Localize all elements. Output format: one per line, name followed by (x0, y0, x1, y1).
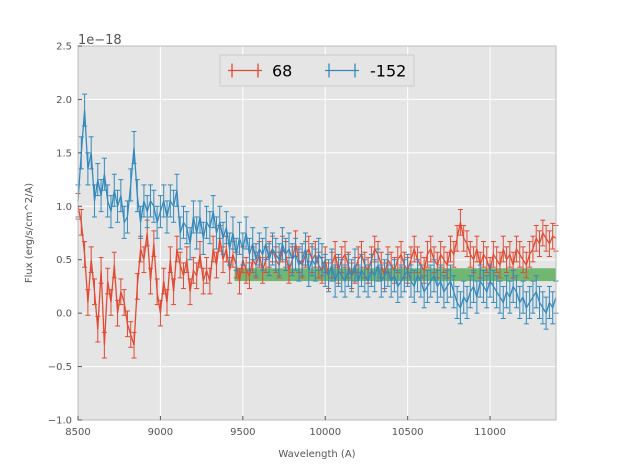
offset-label: 1e−18 (78, 33, 122, 48)
x-tick-label: 11000 (474, 427, 506, 438)
y-tick-label: 2.5 (56, 42, 72, 53)
series-2 (75, 93, 559, 330)
y-tick-label: 0.0 (56, 309, 72, 320)
y-axis-label: Flux (erg/s/cm^2/A) (24, 183, 35, 283)
x-tick-label: 8500 (65, 427, 90, 438)
series-line (77, 110, 557, 315)
y-tick-label: −1.0 (48, 416, 72, 427)
y-tick-label: 1.5 (56, 148, 72, 159)
legend-entry-2: -152 (325, 62, 406, 81)
plot-background (78, 46, 556, 420)
x-tick-label: 9500 (230, 427, 255, 438)
legend-label: -152 (370, 62, 406, 81)
x-tick-label: 9000 (148, 427, 173, 438)
y-tick-label: 2.0 (56, 95, 72, 106)
x-axis-label: Wavelength (A) (278, 449, 355, 460)
y-tick-label: 1.0 (56, 202, 72, 213)
legend-entry-1: 68 (228, 62, 292, 81)
x-tick-label: 10500 (392, 427, 424, 438)
x-tick-label: 10000 (309, 427, 341, 438)
legend: 68 -152 (219, 54, 415, 87)
y-tick-label: −0.5 (48, 362, 72, 373)
plot-frame (77, 45, 557, 421)
y-tick-label: 0.5 (56, 255, 72, 266)
legend-label: 68 (272, 62, 292, 81)
